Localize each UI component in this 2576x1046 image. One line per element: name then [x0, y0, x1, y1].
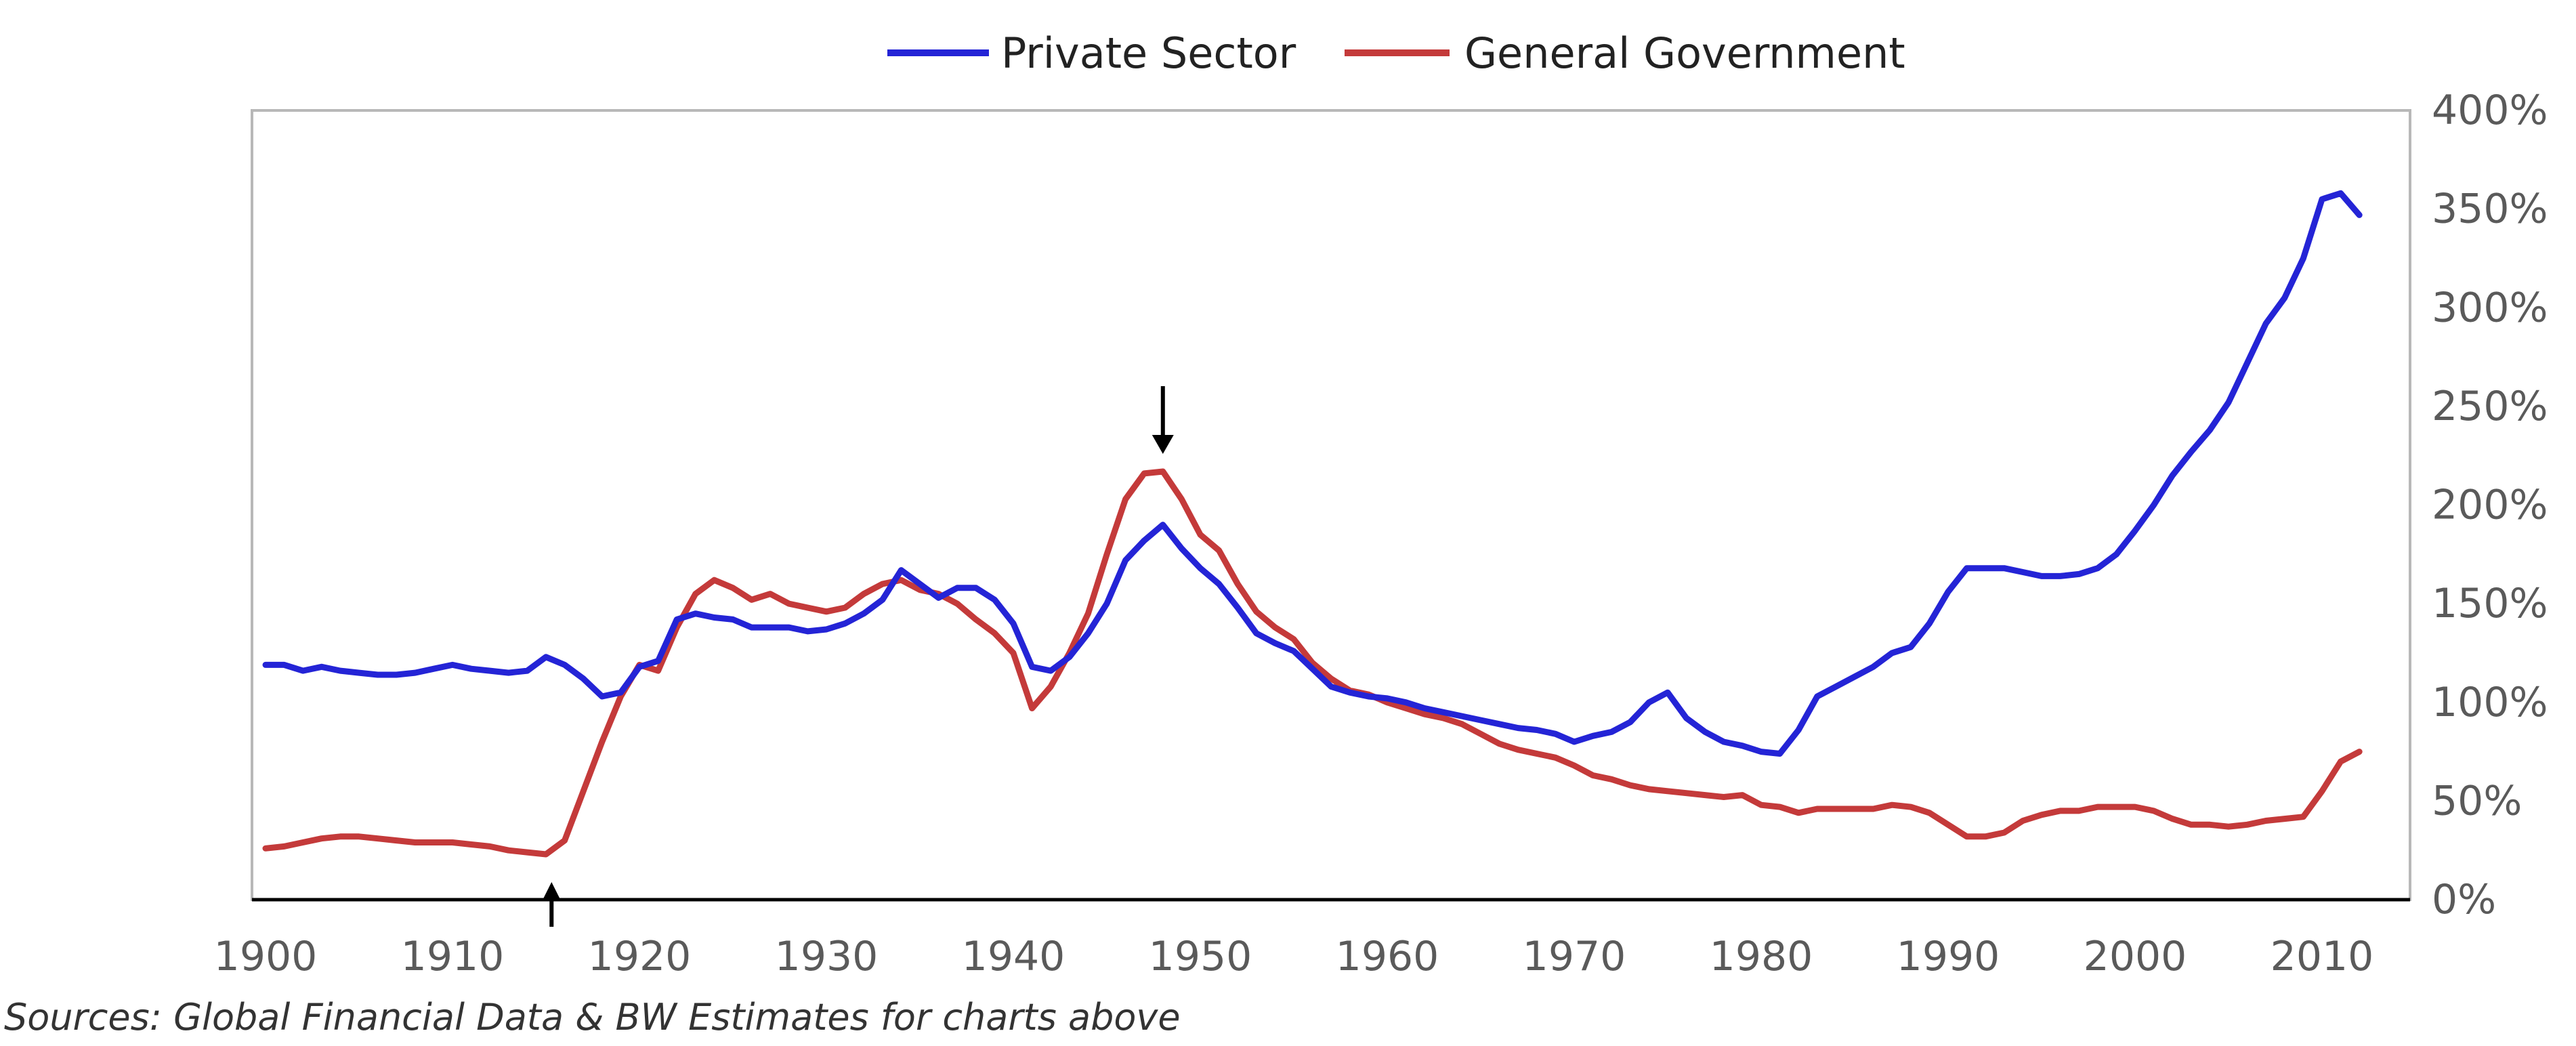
y-tick-label: 300% — [2432, 284, 2548, 331]
general-government-line — [262, 468, 2363, 858]
y-tick-label: 350% — [2432, 186, 2548, 233]
x-tick-label: 1960 — [1336, 933, 1439, 980]
x-tick-label: 2010 — [2271, 933, 2374, 980]
legend: Private Sector General Government — [887, 28, 1905, 78]
x-tick-label: 1910 — [401, 933, 505, 980]
private-sector-line — [262, 190, 2363, 757]
y-tick-label: 150% — [2432, 580, 2548, 627]
x-tick-label: 2000 — [2084, 933, 2187, 980]
y-tick-label: 250% — [2432, 383, 2548, 430]
legend-government-label: General Government — [1464, 28, 1905, 78]
x-tick-label: 1970 — [1523, 933, 1626, 980]
x-tick-label: 1990 — [1897, 933, 2000, 980]
arrow-up-icon — [542, 882, 562, 901]
series-layer — [262, 190, 2363, 858]
annotation-layer — [542, 385, 1174, 927]
x-tick-label: 1980 — [1710, 933, 1813, 980]
legend-private-label: Private Sector — [1001, 28, 1296, 78]
y-tick-label: 100% — [2432, 679, 2548, 726]
y-tick-label: 0% — [2432, 876, 2496, 923]
x-axis-ticks: 1900 1910 1920 1930 1940 1950 1960 1970 1980 1990… — [214, 933, 2374, 980]
y-tick-label: 50% — [2432, 777, 2522, 824]
y-tick-label: 200% — [2432, 482, 2548, 529]
plot-area — [251, 109, 2411, 901]
source-note: Sources: Global Financial Data & BW Esti… — [4, 996, 1181, 1039]
arrow-down-icon — [1152, 434, 1174, 454]
x-tick-label: 1950 — [1149, 933, 1252, 980]
y-axis-ticks: 0% 50% 100% 150% 200% 250% 300% 350% 400% — [2432, 87, 2548, 923]
x-tick-label: 1900 — [214, 933, 318, 980]
y-tick-label: 400% — [2432, 87, 2548, 134]
x-tick-label: 1930 — [775, 933, 879, 980]
x-tick-label: 1920 — [588, 933, 692, 980]
x-tick-label: 1940 — [962, 933, 1065, 980]
